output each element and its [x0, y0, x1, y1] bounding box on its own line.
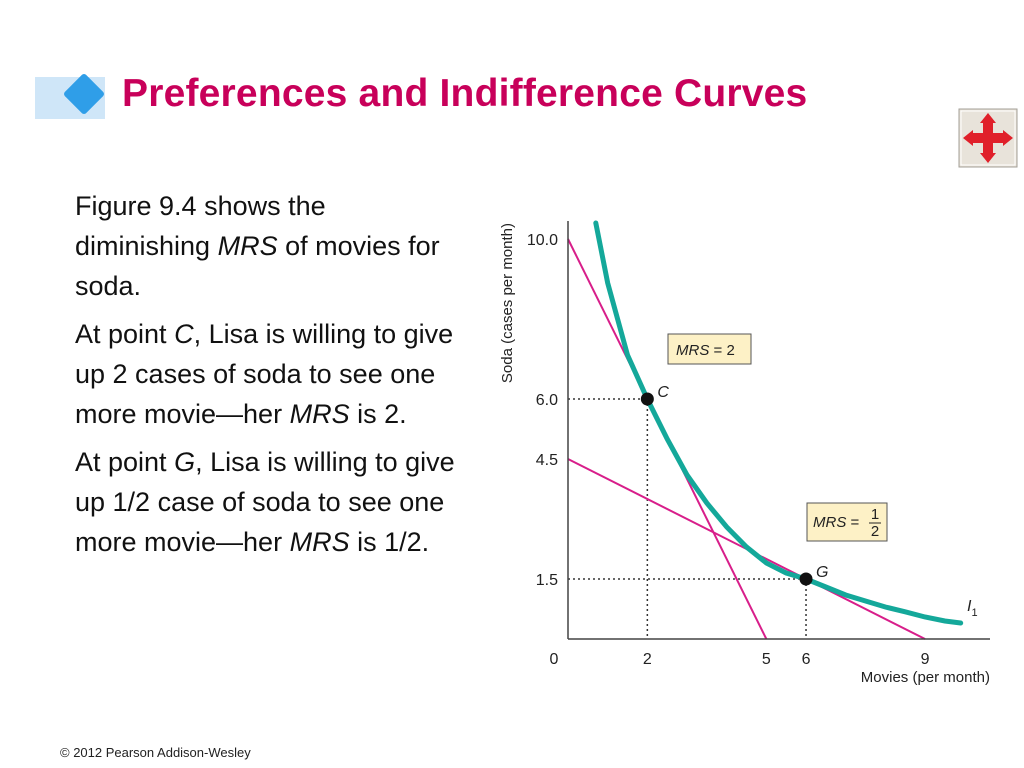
- tangent-lines: [567, 238, 926, 640]
- mrs-italic: MRS: [676, 342, 709, 359]
- curve-label-subscript: 1: [971, 607, 977, 619]
- x-tick-label: 0: [550, 651, 559, 668]
- point-label-G: G: [816, 564, 828, 581]
- copyright-footer: © 2012 Pearson Addison-Wesley: [60, 745, 251, 760]
- y-tick-label: 6.0: [536, 392, 558, 409]
- text-run-italic: MRS: [217, 231, 278, 261]
- point-G: [799, 572, 813, 586]
- mrs-box-c: [667, 333, 752, 365]
- mrs-text-c: MRS = 2: [676, 342, 735, 359]
- body-text: Figure 9.4 shows the diminishing MRS of …: [75, 186, 460, 570]
- text-run: At point: [75, 447, 175, 477]
- y-tick-label: 1.5: [536, 572, 558, 589]
- move-arrows-icon[interactable]: [958, 108, 1018, 168]
- y-axis-title: Soda (cases per month): [499, 223, 516, 383]
- curve-label: I1: [967, 598, 978, 619]
- y-tick-label: 4.5: [536, 452, 558, 469]
- mrs-equals: =: [846, 514, 859, 531]
- paragraph-figure: Figure 9.4 shows the diminishing MRS of …: [75, 186, 460, 306]
- point-label-C: C: [657, 384, 669, 401]
- text-run-italic: MRS: [289, 527, 350, 557]
- text-run: is 2.: [349, 399, 407, 429]
- text-run: Figure 9.4 shows the diminishing: [75, 191, 326, 261]
- point-C: [640, 392, 654, 406]
- x-tick-label: 2: [643, 651, 652, 668]
- curve-label-letter: I: [967, 598, 972, 615]
- x-tick-label: 6: [802, 651, 811, 668]
- y-tick-label: 10.0: [527, 232, 558, 249]
- mrs-value: = 2: [709, 342, 734, 359]
- fraction-numerator: 1: [871, 506, 879, 523]
- text-run-italic: MRS: [289, 399, 350, 429]
- mrs-box-g: [806, 502, 888, 542]
- x-tick-label: 5: [762, 651, 771, 668]
- data-points: CG: [640, 384, 828, 586]
- fraction-denominator: 2: [871, 523, 879, 540]
- mrs-italic: MRS: [813, 514, 846, 531]
- text-run-italic: C: [174, 319, 194, 349]
- x-tick-label: 9: [921, 651, 930, 668]
- x-axis-title: Movies (per month): [861, 669, 990, 686]
- indifference-curve-i1: [593, 220, 964, 626]
- text-run: of movies for soda.: [75, 231, 440, 301]
- text-run: At point: [75, 319, 175, 349]
- text-run: is 1/2.: [349, 527, 430, 557]
- axes: [567, 221, 990, 640]
- slide-title: Preferences and Indifference Curves: [122, 72, 808, 115]
- tick-labels: 1.5 4.5 6.0 10.0 0 2 5 6 9: [527, 232, 930, 668]
- mrs-text-g: MRS =: [813, 514, 860, 531]
- paragraph-point-g: At point G, Lisa is willing to give up 1…: [75, 442, 460, 562]
- paragraph-point-c: At point C, Lisa is willing to give up 2…: [75, 314, 460, 434]
- text-run: , Lisa is willing to give up 2 cases of …: [75, 319, 454, 429]
- text-run-italic: G: [174, 447, 196, 477]
- guide-lines: [568, 398, 807, 639]
- text-run: , Lisa is willing to give up 1/2 case of…: [75, 447, 455, 557]
